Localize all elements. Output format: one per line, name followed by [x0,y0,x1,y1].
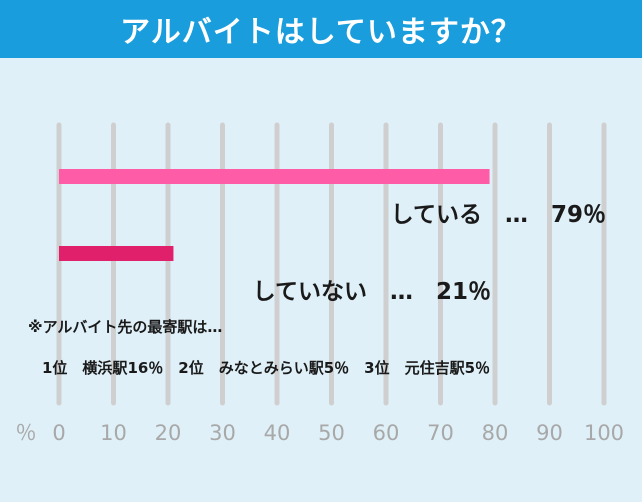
x-tick-label: 60 [373,421,400,445]
x-axis-unit: ％ [16,421,37,445]
x-tick-label: 70 [427,421,454,445]
bar-value-label: している … 79％ [391,202,606,228]
x-tick-label: 50 [318,421,345,445]
page-title: アルバイトはしていますか？ [120,15,522,50]
x-tick-label: 90 [536,421,563,445]
x-tick-label: 100 [584,421,624,445]
bar [59,169,490,184]
x-tick-label: 20 [155,421,182,445]
x-tick-label: 10 [100,421,127,445]
title-banner: アルバイトはしていますか？ [0,0,642,58]
bar [59,246,174,261]
x-tick-label: 80 [482,421,509,445]
x-tick-label: 30 [209,421,236,445]
station-ranking: 1位 横浜駅16％ 2位 みなとみらい駅5％ 3位 元住吉駅5％ [42,359,491,377]
station-note-heading: ※アルバイト先の最寄駅は… [28,318,223,336]
x-tick-label: 40 [264,421,291,445]
x-tick-label: 0 [52,421,65,445]
bar-value-label: していない … 21％ [253,279,491,305]
